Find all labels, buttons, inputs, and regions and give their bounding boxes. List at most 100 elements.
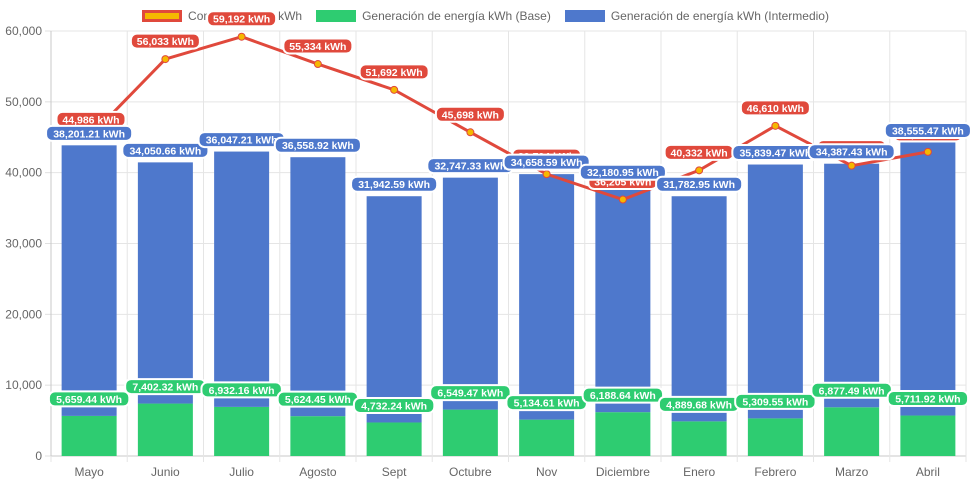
- intermedio-data-badge: [578, 163, 667, 181]
- consumption-line: [88, 35, 929, 202]
- base-data-label: 6,188.64 kWh: [590, 390, 656, 402]
- base-data-badge: [734, 392, 817, 410]
- intermedio-data-label: 36,047.21 kWh: [206, 135, 278, 147]
- x-tick-label: Mayo: [74, 465, 104, 479]
- legend-item[interactable]: Generación de energía kWh (Intermedio): [564, 9, 829, 23]
- bar-base: [900, 415, 956, 456]
- bar-intermedio: [747, 164, 803, 419]
- bar-base: [442, 409, 498, 456]
- bar-base: [214, 406, 270, 456]
- consumption-point: [390, 85, 399, 94]
- x-tick-label: Agosto: [299, 465, 337, 479]
- consumption-data-label: 40,332 kWh: [671, 147, 728, 159]
- x-tick-label: Julio: [229, 465, 254, 479]
- legend-swatch: [564, 10, 605, 22]
- bar-base: [747, 418, 803, 456]
- bar-intermedio: [290, 157, 346, 417]
- x-tick-label: Junio: [151, 465, 180, 479]
- bar-intermedio: [61, 145, 117, 416]
- bar-base: [290, 416, 346, 456]
- legend-swatch: [316, 10, 357, 22]
- bar-intermedio: [519, 174, 575, 420]
- consumption-data-label: 44,986 kWh: [62, 114, 119, 126]
- x-tick-label: Nov: [536, 465, 557, 479]
- consumption-data-label: 46,610 kWh: [747, 103, 804, 115]
- bar-intermedio: [442, 177, 498, 410]
- consumption-data-badge: [739, 99, 811, 117]
- consumption-point: [466, 128, 475, 137]
- intermedio-data-label: 34,658.59 kWh: [511, 157, 583, 169]
- consumption-point: [161, 55, 170, 64]
- x-tick-label: Marzo: [835, 465, 869, 479]
- y-tick-label: 0: [35, 449, 42, 463]
- consumption-data-label: 56,033 kWh: [137, 36, 194, 48]
- consumption-point: [237, 32, 246, 41]
- base-data-label: 4,732.24 kWh: [361, 400, 427, 412]
- intermedio-data-badge: [45, 124, 134, 142]
- intermedio-data-label: 34,387.43 kWh: [816, 147, 888, 159]
- base-data-label: 4,889.68 kWh: [666, 399, 732, 411]
- bar-intermedio: [366, 196, 422, 423]
- bar-base: [519, 419, 575, 456]
- intermedio-data-label: 35,839.47 kWh: [739, 148, 811, 160]
- intermedio-data-label: 36,558.92 kWh: [282, 140, 354, 152]
- x-tick-label: Octubre: [449, 465, 492, 479]
- intermedio-data-badge: [350, 175, 439, 193]
- base-data-label: 6,549.47 kWh: [437, 388, 503, 400]
- base-data-badge: [886, 390, 970, 408]
- bar-intermedio: [214, 151, 270, 407]
- consumption-data-badge: [358, 63, 430, 81]
- consumption-point: [313, 60, 322, 69]
- base-data-badge: [200, 381, 283, 399]
- consumption-data-label: 45,698 kWh: [442, 109, 499, 121]
- intermedio-data-badge: [502, 153, 591, 171]
- consumption-data-badge: [206, 10, 278, 28]
- base-data-badge: [47, 390, 131, 408]
- base-data-label: 5,659.44 kWh: [56, 394, 122, 406]
- bar-base: [824, 407, 880, 456]
- base-data-badge: [581, 386, 665, 404]
- legend-item[interactable]: Generación de energía kWh (Base): [316, 9, 551, 23]
- x-tick-label: Febrero: [754, 465, 796, 479]
- consumption-point: [618, 195, 627, 204]
- base-data-label: 6,877.49 kWh: [819, 385, 885, 397]
- base-data-label: 5,624.45 kWh: [285, 394, 351, 406]
- y-tick-label: 40,000: [5, 166, 42, 180]
- consumption-data-badge: [129, 32, 201, 50]
- intermedio-data-badge: [655, 175, 744, 193]
- intermedio-data-badge: [273, 136, 362, 154]
- intermedio-data-badge: [121, 141, 210, 159]
- base-data-label: 5,134.61 kWh: [514, 398, 580, 410]
- intermedio-data-badge: [807, 143, 896, 161]
- y-tick-label: 20,000: [5, 307, 42, 321]
- legend-label: Generación de energía kWh (Base): [362, 9, 551, 23]
- y-tick-label: 30,000: [5, 237, 42, 251]
- legend-swatch: [142, 10, 183, 22]
- x-tick-label: Diciembre: [596, 465, 650, 479]
- consumption-point: [847, 161, 856, 170]
- bar-base: [366, 422, 422, 456]
- base-data-badge: [429, 384, 512, 402]
- consumption-point: [771, 121, 780, 130]
- intermedio-data-label: 38,555.47 kWh: [892, 125, 964, 137]
- bar-base: [61, 415, 117, 456]
- bar-intermedio: [671, 196, 727, 422]
- bar-base: [671, 421, 727, 456]
- consumption-data-label: 55,334 kWh: [289, 41, 346, 53]
- y-tick-label: 60,000: [5, 24, 42, 38]
- intermedio-data-label: 38,201.21 kWh: [53, 128, 125, 140]
- consumption-point: [542, 170, 551, 179]
- bar-intermedio: [595, 184, 651, 413]
- consumption-point: [695, 166, 704, 175]
- intermedio-data-label: 34,050.66 kWh: [129, 145, 201, 157]
- intermedio-data-label: 32,180.95 kWh: [587, 167, 659, 179]
- consumption-data-badge: [282, 37, 354, 55]
- consumption-data-label: 59,192 kWh: [213, 14, 270, 26]
- intermedio-data-label: 31,942.59 kWh: [358, 179, 430, 191]
- bar-intermedio: [900, 142, 956, 416]
- bar-base: [595, 412, 651, 456]
- bar-base: [137, 403, 193, 456]
- consumption-data-label: 51,692 kWh: [366, 67, 423, 79]
- x-tick-label: Sept: [382, 465, 407, 479]
- x-tick-label: Enero: [683, 465, 715, 479]
